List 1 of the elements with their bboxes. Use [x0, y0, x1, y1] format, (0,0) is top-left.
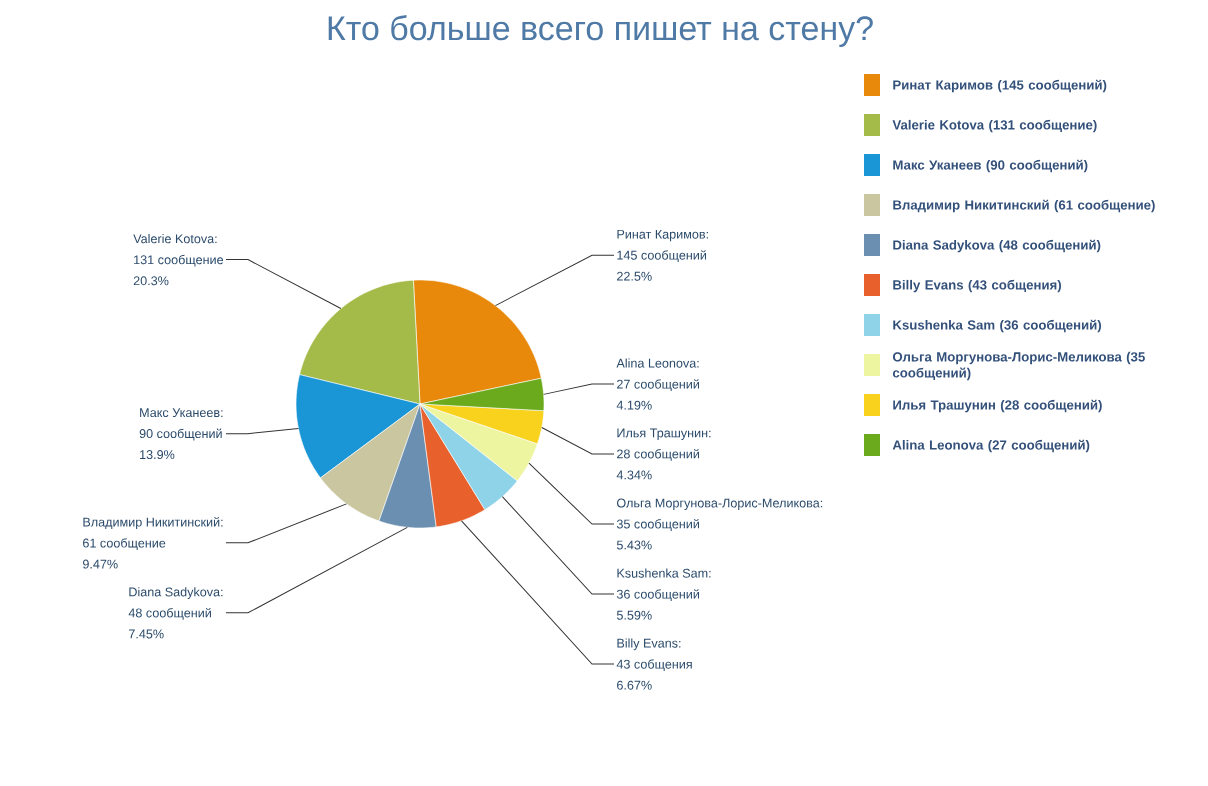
- chart-title: Кто больше всего пишет на стену?: [328, 15, 873, 48]
